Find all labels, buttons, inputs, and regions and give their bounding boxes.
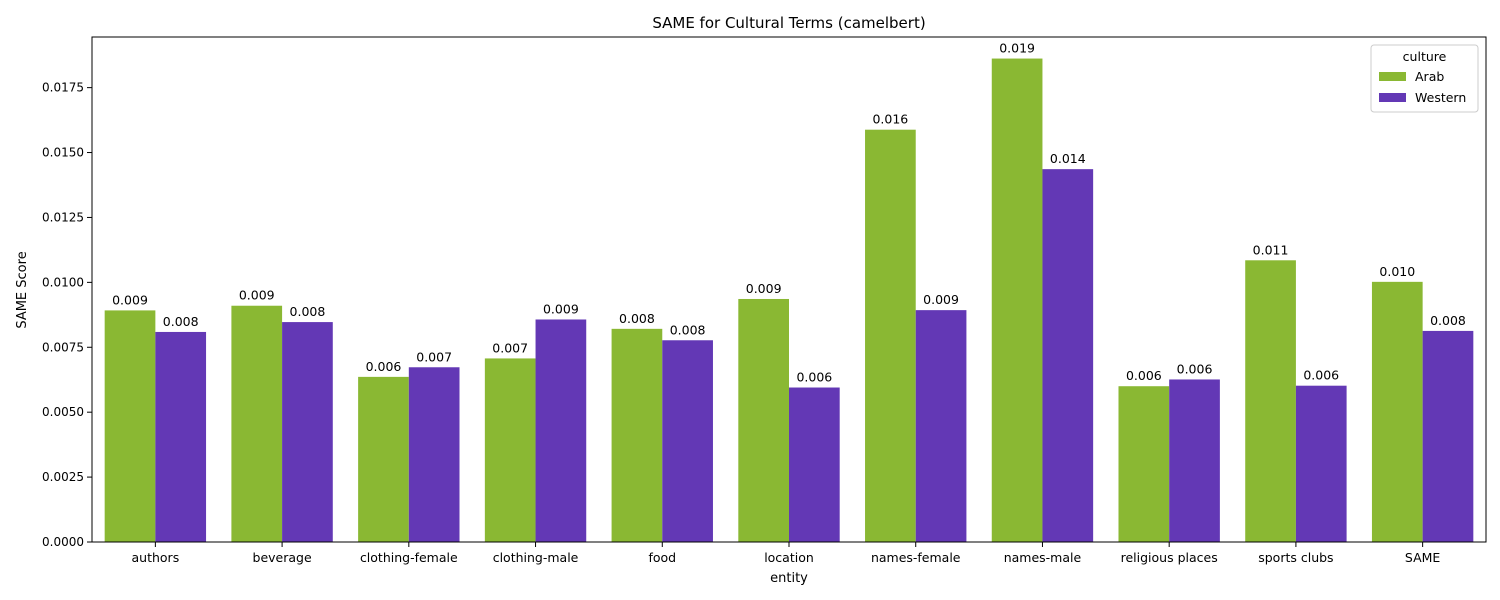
y-tick-label: 0.0150 (42, 146, 84, 160)
bar-western (408, 367, 460, 542)
bar-western (155, 331, 207, 542)
plot-frame (91, 36, 1487, 543)
bar-value-label: 0.006 (1177, 361, 1213, 376)
x-tick-label: names-male (1004, 550, 1082, 565)
y-tick-label: 0.0075 (42, 340, 84, 354)
bar-western (535, 319, 587, 542)
x-tick-label: clothing-male (493, 550, 579, 565)
x-tick-label: SAME (1405, 550, 1441, 565)
bar-western (1295, 385, 1347, 542)
x-tick-label: sports clubs (1258, 550, 1333, 565)
y-tick-label: 0.0000 (42, 535, 84, 549)
y-tick-label: 0.0175 (42, 81, 84, 95)
bar-value-label: 0.007 (416, 349, 452, 364)
y-tick-label: 0.0025 (42, 470, 84, 484)
x-axis-label: entity (770, 571, 808, 586)
bar-value-label: 0.016 (872, 112, 908, 127)
bar-arab (865, 129, 916, 542)
bar-western (789, 387, 840, 542)
plot-area: 0.0000 0.0025 0.0050 0.0075 0.0100 0.0125 0.01… (42, 36, 1487, 565)
x-tick-label: location (764, 550, 814, 565)
bar-value-label: 0.007 (492, 340, 528, 355)
x-tick-label: religious places (1121, 550, 1218, 565)
bar-value-label: 0.008 (619, 311, 655, 326)
bar-value-label: 0.006 (1303, 368, 1339, 383)
legend: culture Arab Western (1370, 44, 1479, 113)
legend-swatch-arab (1379, 72, 1406, 81)
x-tick-label: names-female (871, 550, 961, 565)
bar-value-label: 0.009 (746, 281, 782, 296)
x-tick-label: beverage (253, 550, 312, 565)
bar-western (915, 310, 967, 542)
bar-arab (991, 58, 1043, 542)
bar-arab (104, 310, 156, 542)
bar-arab (1245, 260, 1296, 542)
bar-value-label: 0.008 (163, 314, 199, 329)
bar-arab (611, 328, 663, 542)
bar-value-label: 0.006 (796, 370, 832, 385)
y-tick-label: 0.0050 (42, 405, 84, 419)
legend-title: culture (1403, 49, 1447, 64)
bar-arab (1371, 281, 1423, 542)
bar-western (1042, 169, 1094, 543)
bar-value-label: 0.010 (1379, 264, 1415, 279)
bar-western (1169, 379, 1220, 542)
chart-title: SAME for Cultural Terms (camelbert) (652, 14, 925, 32)
bar-value-label: 0.006 (366, 359, 402, 374)
bar-value-label: 0.014 (1050, 151, 1086, 166)
bar-arab (358, 376, 409, 542)
x-tick-label: clothing-female (360, 550, 458, 565)
legend-swatch-western (1379, 93, 1406, 102)
bar-western (1422, 330, 1474, 542)
legend-label-arab: Arab (1415, 69, 1444, 84)
bar-value-label: 0.009 (923, 292, 959, 307)
bar-arab (231, 305, 283, 542)
bar-arab (738, 298, 789, 542)
bar-value-label: 0.019 (999, 41, 1035, 56)
y-axis-label: SAME Score (15, 251, 30, 328)
bar-western (282, 322, 333, 542)
bar-arab (1118, 386, 1170, 542)
x-tick-label: food (648, 550, 676, 565)
bar-value-label: 0.006 (1126, 368, 1162, 383)
bar-value-label: 0.008 (670, 322, 706, 337)
legend-label-western: Western (1415, 90, 1466, 105)
bar-value-label: 0.009 (543, 301, 579, 316)
y-tick-label: 0.0100 (42, 275, 84, 289)
bar-value-label: 0.008 (1430, 313, 1466, 328)
bar-value-label: 0.011 (1253, 242, 1289, 257)
bar-value-label: 0.009 (112, 292, 148, 307)
bar-western (662, 340, 713, 542)
bar-arab (484, 358, 536, 542)
x-tick-label: authors (132, 550, 180, 565)
bar-value-label: 0.009 (239, 288, 275, 303)
bar-value-label: 0.008 (290, 304, 326, 319)
y-tick-label: 0.0125 (42, 210, 84, 224)
